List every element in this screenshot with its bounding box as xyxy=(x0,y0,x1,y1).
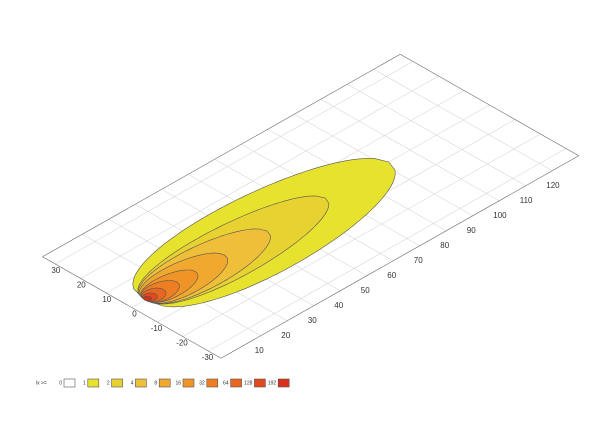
y-tick-label: -10 xyxy=(151,324,163,333)
x-tick-label: 40 xyxy=(334,301,343,310)
grid-line xyxy=(55,61,414,265)
x-tick-label: 90 xyxy=(467,226,476,235)
y-tick-label: 20 xyxy=(77,281,86,290)
legend-swatch xyxy=(206,378,219,388)
plot-border xyxy=(220,155,579,359)
x-tick-label: 120 xyxy=(546,181,560,190)
legend-label: 32 xyxy=(199,380,205,386)
plot-border xyxy=(42,256,222,359)
legend-label: 1 xyxy=(83,380,86,386)
legend-label: 64 xyxy=(223,380,229,386)
y-tick-label: 30 xyxy=(51,266,60,275)
legend-label: 0 xyxy=(59,380,62,386)
legend-label: 128 xyxy=(244,380,253,386)
y-tick-label: 0 xyxy=(132,310,137,319)
x-tick-label: 50 xyxy=(361,286,370,295)
legend-swatch xyxy=(111,378,123,388)
legend-swatch xyxy=(182,378,195,388)
grid-line xyxy=(182,133,541,337)
x-tick-label: 60 xyxy=(387,271,396,280)
plot-border xyxy=(400,53,579,157)
x-tick-label: 100 xyxy=(493,211,507,220)
legend-label: 4 xyxy=(131,380,134,386)
legend-swatch xyxy=(158,378,171,388)
x-tick-label: 10 xyxy=(255,346,264,355)
legend-label: 2 xyxy=(107,380,110,386)
x-tick-label: 80 xyxy=(440,241,449,250)
plot-border xyxy=(42,53,401,258)
legend-swatch xyxy=(230,378,242,388)
legend-label: 16 xyxy=(175,380,181,386)
contour xyxy=(143,296,152,302)
legend-swatch xyxy=(87,378,100,388)
y-tick-label: -20 xyxy=(176,339,188,348)
legend-swatch xyxy=(254,378,266,388)
legend-swatch xyxy=(135,378,147,388)
y-tick-label: -30 xyxy=(202,353,214,362)
y-tick-label: 10 xyxy=(102,295,111,304)
x-tick-label: 30 xyxy=(308,316,317,325)
x-tick-label: 20 xyxy=(281,331,290,340)
legend-swatch xyxy=(63,378,76,388)
legend-label: 192 xyxy=(268,380,277,386)
grid-line xyxy=(80,75,439,279)
legend-title: lx >= xyxy=(36,380,47,386)
grid-line xyxy=(208,148,567,352)
x-tick-label: 70 xyxy=(414,256,423,265)
x-tick-label: 110 xyxy=(520,196,533,205)
legend-label: 8 xyxy=(154,380,157,386)
legend-swatch xyxy=(277,378,290,388)
